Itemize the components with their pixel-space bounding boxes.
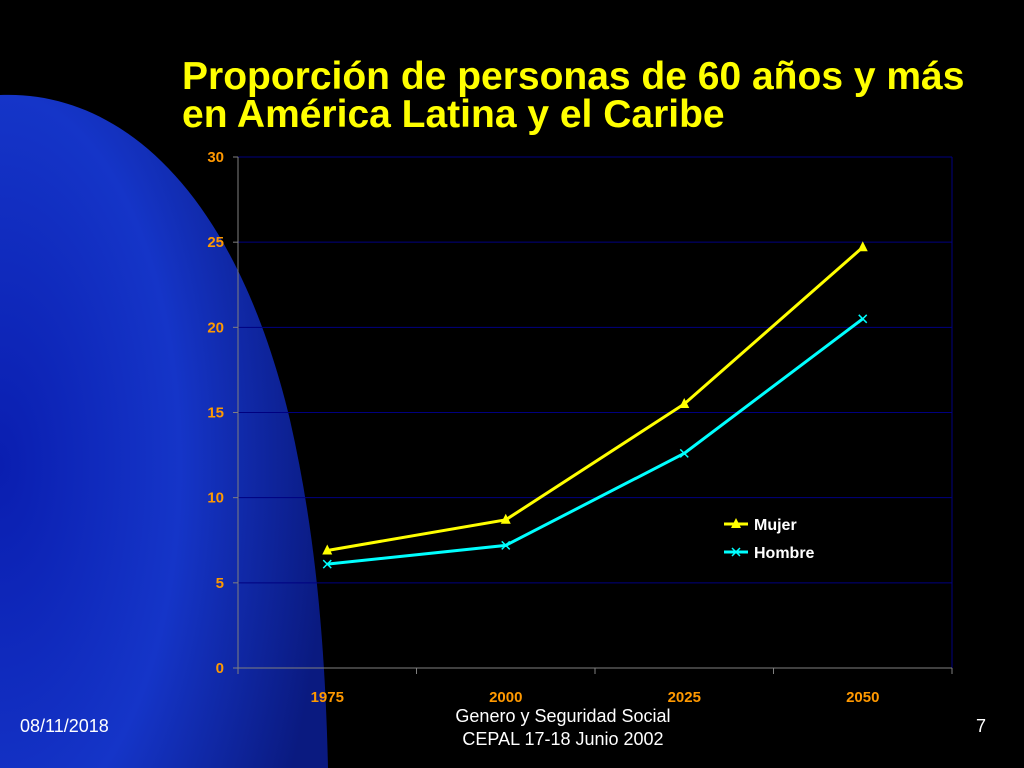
data-point-hombre: [322, 559, 332, 569]
data-point-mujer: [500, 513, 511, 524]
x-tick-label: 2000: [489, 689, 522, 706]
data-point-hombre: [679, 448, 689, 458]
data-point-hombre: [858, 314, 868, 324]
data-point-mujer: [679, 397, 690, 408]
data-point-hombre: [501, 540, 511, 550]
y-tick-label: 5: [216, 575, 224, 592]
footer-center: Genero y Seguridad Social CEPAL 17-18 Ju…: [400, 705, 726, 751]
footer-date: 08/11/2018: [20, 716, 109, 736]
x-tick-label: 1975: [311, 689, 344, 706]
y-tick-label: 30: [207, 149, 224, 166]
legend-label-hombre: Hombre: [754, 545, 815, 562]
y-tick-label: 20: [207, 319, 224, 336]
legend-marker-mujer: [731, 518, 741, 528]
blue-arc-decoration: [0, 94, 328, 768]
legend-marker-hombre: [731, 547, 741, 557]
y-tick-label: 0: [216, 660, 224, 677]
y-tick-label: 10: [207, 490, 224, 507]
legend-label-mujer: Mujer: [754, 517, 797, 534]
series-line-hombre: [327, 317, 864, 566]
footer-line-1: Genero y Seguridad Social: [455, 706, 671, 726]
data-point-mujer: [857, 241, 868, 252]
x-tick-label: 2025: [668, 689, 701, 706]
footer-line-2: CEPAL 17-18 Junio 2002: [462, 729, 664, 749]
y-tick-label: 15: [207, 405, 224, 422]
x-tick-label: 2050: [846, 689, 879, 706]
series-line-mujer: [326, 246, 864, 552]
y-tick-label: 25: [207, 234, 224, 251]
data-point-mujer: [322, 544, 333, 555]
slide-title: Proporción de personas de 60 años y más …: [182, 55, 965, 136]
page-number: 7: [976, 716, 987, 736]
